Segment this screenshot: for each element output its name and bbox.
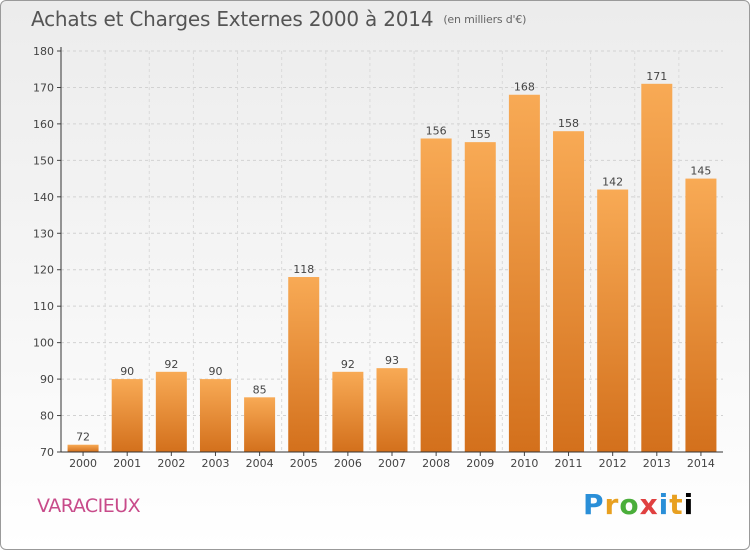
y-tick-label: 130 [33, 227, 54, 240]
bar [597, 189, 629, 452]
bar-value-label: 92 [164, 358, 178, 371]
bars [67, 83, 717, 453]
bar [553, 131, 585, 452]
bar [332, 371, 364, 452]
bar-value-label: 171 [646, 70, 667, 83]
y-tick-label: 80 [40, 410, 54, 423]
x-tick-label: 2006 [334, 457, 362, 470]
bar-value-label: 85 [253, 383, 267, 396]
x-tick-label: 2007 [378, 457, 406, 470]
x-tick-label: 2011 [555, 457, 583, 470]
bar-value-label: 155 [470, 128, 491, 141]
y-tick-label: 120 [33, 264, 54, 277]
bar [464, 142, 496, 453]
x-tick-label: 2014 [687, 457, 715, 470]
bar-value-label: 142 [602, 176, 623, 189]
y-tick-label: 170 [33, 81, 54, 94]
x-tick-label: 2004 [246, 457, 274, 470]
y-tick-label: 150 [33, 154, 54, 167]
x-tick-label: 2003 [201, 457, 229, 470]
bar-value-label: 156 [426, 124, 447, 137]
y-tick-label: 100 [33, 337, 54, 350]
bar [641, 83, 673, 453]
y-tick-label: 70 [40, 446, 54, 459]
bar [67, 444, 99, 452]
bar-value-label: 145 [690, 165, 711, 178]
bar-value-label: 90 [208, 365, 222, 378]
x-tick-label: 2010 [510, 457, 538, 470]
bar [199, 379, 231, 452]
bar [508, 94, 540, 452]
x-tick-label: 2000 [69, 457, 97, 470]
y-tick-label: 90 [40, 373, 54, 386]
proxiti-logo[interactable]: Proxiti [583, 488, 695, 521]
bar [420, 138, 452, 452]
x-tick-label: 2002 [157, 457, 185, 470]
x-tick-label: 2008 [422, 457, 450, 470]
x-tick-label: 2012 [599, 457, 627, 470]
bar-value-label: 90 [120, 365, 134, 378]
bar-value-label: 92 [341, 358, 355, 371]
bar-value-label: 118 [293, 263, 314, 276]
axes: 70 80 90 100 110 120 130 140 150 160 170 180 72 2000 9… [33, 45, 723, 470]
chart-title: Achats et Charges Externes 2000 à 2014 (e… [31, 7, 526, 31]
y-tick-label: 180 [33, 45, 54, 58]
bar [685, 178, 717, 452]
chart-subtitle: (en milliers d'€) [443, 13, 527, 26]
bar [288, 277, 320, 452]
bar-value-label: 72 [76, 431, 90, 444]
x-tick-label: 2013 [643, 457, 671, 470]
x-tick-label: 2001 [113, 457, 141, 470]
y-tick-label: 110 [33, 300, 54, 313]
bar-value-label: 158 [558, 117, 579, 130]
bar-value-label: 168 [514, 81, 535, 94]
bar [111, 379, 143, 452]
commune-name: VARACIEUX [37, 495, 141, 517]
y-tick-label: 140 [33, 191, 54, 204]
x-tick-label: 2009 [466, 457, 494, 470]
chart-title-text: Achats et Charges Externes 2000 à 2014 [31, 7, 434, 31]
bar [376, 368, 408, 452]
bar [244, 397, 276, 452]
bar [155, 371, 187, 452]
y-tick-label: 160 [33, 118, 54, 131]
x-tick-label: 2005 [290, 457, 318, 470]
bar-value-label: 93 [385, 354, 399, 367]
